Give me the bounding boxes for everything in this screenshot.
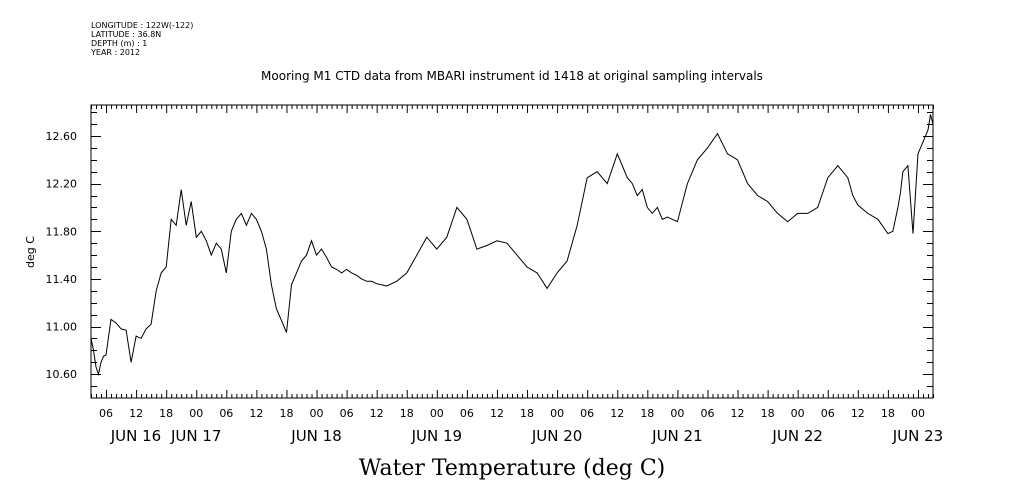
axis-ticks (91, 105, 934, 398)
axis-labels: 06 12 18 00 06 12 18 00 06 12 18 00 06 12 18 00 06 12 18 00… (46, 130, 944, 445)
x-date-label: JUN 23 (892, 427, 943, 445)
longitude-text: LONGITUDE : 122W(-122) (91, 21, 194, 30)
x-date-label: JUN 16 (110, 427, 161, 445)
x-hour-tick-label: 18 (520, 407, 534, 420)
x-date-label: JUN 18 (290, 427, 341, 445)
x-hour-tick-label: 12 (731, 407, 745, 420)
x-hour-tick-label: 18 (761, 407, 775, 420)
x-date-label: JUN 22 (771, 427, 822, 445)
plot-frame (90, 104, 934, 399)
x-axis-title: Water Temperature (deg C) (359, 456, 666, 481)
x-hour-tick-label: 18 (881, 407, 895, 420)
y-tick-label: 11.80 (46, 225, 78, 238)
x-hour-tick-label: 12 (249, 407, 263, 420)
x-date-label: JUN 19 (411, 427, 462, 445)
x-hour-tick-label: 12 (490, 407, 504, 420)
x-hour-tick-label: 00 (911, 407, 925, 420)
metadata-block: LONGITUDE : 122W(-122) LATITUDE : 36.8N … (91, 21, 193, 57)
x-hour-tick-label: 18 (159, 407, 173, 420)
x-hour-tick-label: 00 (791, 407, 805, 420)
x-hour-tick-label: 18 (640, 407, 654, 420)
x-hour-tick-label: 00 (550, 407, 564, 420)
y-tick-label: 10.60 (46, 368, 78, 381)
y-tick-label: 11.40 (46, 273, 78, 286)
x-hour-tick-label: 18 (400, 407, 414, 420)
x-hour-tick-label: 12 (129, 407, 143, 420)
x-hour-tick-label: 12 (610, 407, 624, 420)
x-hour-tick-label: 06 (821, 407, 835, 420)
x-hour-tick-label: 00 (430, 407, 444, 420)
x-hour-tick-label: 06 (460, 407, 474, 420)
x-date-label: JUN 21 (651, 427, 702, 445)
x-hour-tick-label: 06 (700, 407, 714, 420)
latitude-text: LATITUDE : 36.8N (91, 30, 162, 39)
chart-title: Mooring M1 CTD data from MBARI instrumen… (261, 69, 763, 83)
x-date-label: JUN 17 (170, 427, 221, 445)
x-hour-tick-label: 06 (580, 407, 594, 420)
x-hour-tick-label: 00 (310, 407, 324, 420)
x-hour-tick-label: 06 (219, 407, 233, 420)
year-text: YEAR : 2012 (91, 48, 141, 57)
y-tick-label: 11.00 (46, 321, 78, 334)
x-hour-tick-label: 18 (279, 407, 293, 420)
x-hour-tick-label: 12 (370, 407, 384, 420)
y-tick-label: 12.60 (46, 130, 78, 143)
x-date-label: JUN 20 (531, 427, 582, 445)
depth-text: DEPTH (m) : 1 (91, 39, 148, 48)
x-hour-tick-label: 00 (189, 407, 203, 420)
x-hour-tick-label: 06 (99, 407, 113, 420)
y-tick-label: 12.20 (46, 178, 78, 191)
temperature-line (90, 114, 934, 377)
x-hour-tick-label: 06 (340, 407, 354, 420)
x-hour-tick-label: 00 (670, 407, 684, 420)
x-hour-tick-label: 12 (851, 407, 865, 420)
y-axis-label: deg C (24, 236, 37, 268)
